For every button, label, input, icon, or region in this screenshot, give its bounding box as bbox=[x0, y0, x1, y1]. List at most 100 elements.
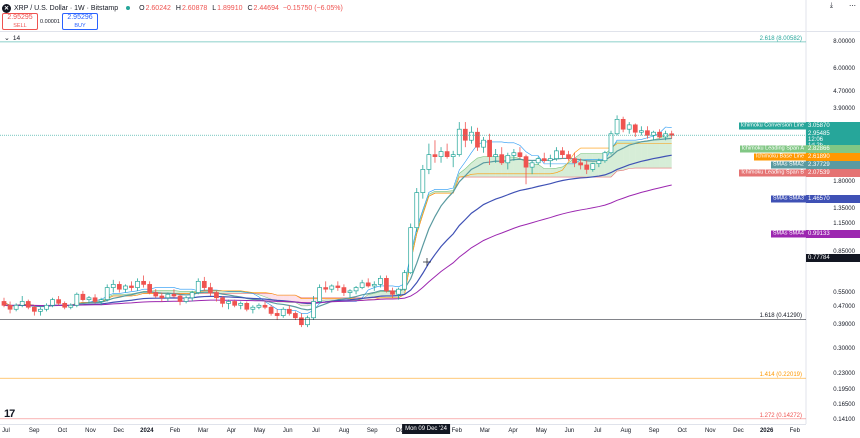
buy-price: 2.95296 bbox=[67, 14, 93, 21]
sell-button[interactable]: 2.95295 SELL bbox=[2, 13, 38, 30]
time-tick-label: Feb bbox=[451, 428, 462, 434]
time-tick-label: Apr bbox=[226, 428, 237, 434]
price-axis-tag: 1.46570 bbox=[806, 195, 860, 203]
time-tick-label: Apr bbox=[508, 428, 518, 434]
candle-body bbox=[444, 151, 450, 157]
ichimoku-cloud-segment bbox=[180, 291, 187, 294]
price-tick-label: 0.47000 bbox=[833, 304, 855, 311]
candle-body bbox=[1, 301, 7, 306]
candle-body bbox=[104, 287, 110, 300]
time-tick-label: Mar bbox=[479, 428, 491, 434]
series-name-tag: Ichimoku Leading Span B bbox=[739, 169, 806, 177]
candle-body bbox=[317, 287, 322, 302]
candle-body bbox=[80, 293, 86, 300]
buy-button[interactable]: 2.95296 BUY bbox=[62, 13, 98, 30]
candle-body bbox=[183, 297, 189, 302]
price-axis-tag: 0.77784 bbox=[806, 254, 860, 262]
download-icon[interactable]: ⤓ bbox=[829, 2, 833, 9]
ichimoku-cloud-segment bbox=[459, 168, 466, 178]
ichimoku-cloud-segment bbox=[428, 191, 435, 197]
candle-body bbox=[92, 297, 98, 302]
candle-body bbox=[572, 158, 577, 164]
price-axis[interactable]: 8.000006.000004.700003.900002.380001.800… bbox=[806, 0, 860, 438]
candle-body bbox=[511, 152, 517, 156]
candle-body bbox=[390, 290, 395, 295]
xrp-logo-icon: ✕ bbox=[2, 3, 11, 13]
ichimoku-cloud-segment bbox=[544, 168, 551, 178]
candle-body bbox=[499, 154, 505, 164]
candle-body bbox=[56, 299, 61, 304]
ichimoku-span-a-line bbox=[3, 134, 672, 307]
time-tick-label: Jun bbox=[564, 428, 575, 434]
time-tick-label: Aug bbox=[620, 428, 632, 434]
ichimoku-cloud-segment bbox=[434, 191, 442, 194]
candle-body bbox=[189, 292, 195, 299]
candle-body bbox=[153, 292, 159, 297]
ichimoku-cloud-segment bbox=[635, 141, 642, 169]
candle-body bbox=[232, 301, 238, 306]
candle-body bbox=[250, 306, 256, 310]
candle-body bbox=[438, 151, 444, 157]
candle-body bbox=[201, 280, 207, 288]
change-value: −0.15750 (−6.05%) bbox=[282, 4, 343, 12]
menu-icon[interactable]: ⋯ bbox=[849, 3, 856, 10]
candle-body bbox=[529, 162, 535, 168]
candle-body bbox=[165, 293, 171, 299]
candle-body bbox=[396, 288, 401, 295]
candle-body bbox=[323, 287, 329, 290]
candle-body bbox=[25, 301, 31, 308]
price-axis-tag: 12:06 bbox=[806, 136, 860, 144]
chevron-down-icon: ⌄ bbox=[4, 35, 10, 42]
symbol-title[interactable]: XRP / U.S. Dollar · 1W · Bitstamp bbox=[14, 4, 119, 12]
candle-body bbox=[590, 163, 596, 170]
candle-body bbox=[208, 287, 213, 293]
series-name-tag: Ichimoku Leading Span A bbox=[739, 145, 806, 153]
candle-body bbox=[19, 301, 25, 306]
fib-level-label: 1.618 (0.41290) bbox=[759, 313, 802, 320]
candle-body bbox=[141, 280, 146, 285]
high-value: 2.60878 bbox=[181, 4, 208, 12]
price-tick-label: 0.19500 bbox=[833, 386, 855, 393]
candle-body bbox=[38, 308, 43, 312]
price-axis-tag: 2.95485 bbox=[806, 130, 860, 138]
candle-body bbox=[147, 284, 153, 293]
price-tick-label: 0.16500 bbox=[833, 402, 855, 409]
candle-body bbox=[493, 154, 499, 157]
ichimoku-cloud-segment bbox=[380, 291, 387, 298]
candle-body bbox=[663, 133, 668, 138]
time-tick-label: May bbox=[253, 428, 266, 434]
open-value: 2.60242 bbox=[145, 4, 171, 12]
ichimoku-cloud-segment bbox=[113, 294, 120, 297]
time-tick-label: Aug bbox=[338, 428, 350, 434]
window-controls: ⤓ ⋯ bbox=[830, 2, 856, 10]
time-tick-label: 2024 bbox=[140, 428, 154, 434]
candle-body bbox=[645, 130, 650, 136]
candle-body bbox=[420, 169, 426, 193]
candle-body bbox=[268, 306, 274, 314]
candle-body bbox=[371, 284, 377, 287]
ichimoku-cloud-segment bbox=[441, 191, 448, 194]
candle-body bbox=[408, 227, 414, 274]
time-tick-label: Jun bbox=[282, 428, 293, 434]
time-tick-label: Jul bbox=[2, 428, 10, 434]
candle-body bbox=[584, 164, 590, 170]
candle-body bbox=[414, 192, 420, 229]
candle-body bbox=[329, 285, 335, 290]
candle-body bbox=[274, 313, 280, 316]
price-tick-label: 8.00000 bbox=[833, 38, 855, 45]
candle-body bbox=[7, 304, 13, 310]
price-tick-label: 0.23000 bbox=[833, 371, 855, 378]
ichimoku-cloud-segment bbox=[265, 293, 272, 300]
sma3-line bbox=[3, 154, 672, 307]
candle-body bbox=[517, 152, 523, 157]
candle-body bbox=[110, 284, 116, 288]
candle-body bbox=[402, 272, 407, 290]
candle-body bbox=[523, 156, 529, 168]
time-tick-label: Oct bbox=[57, 428, 68, 434]
toolbar-divider bbox=[0, 31, 860, 32]
time-tick-label: Nov bbox=[85, 428, 96, 434]
indicators-toggle[interactable]: ⌄ 14 bbox=[4, 34, 20, 43]
price-axis-tag: 3.05870 bbox=[806, 122, 860, 130]
